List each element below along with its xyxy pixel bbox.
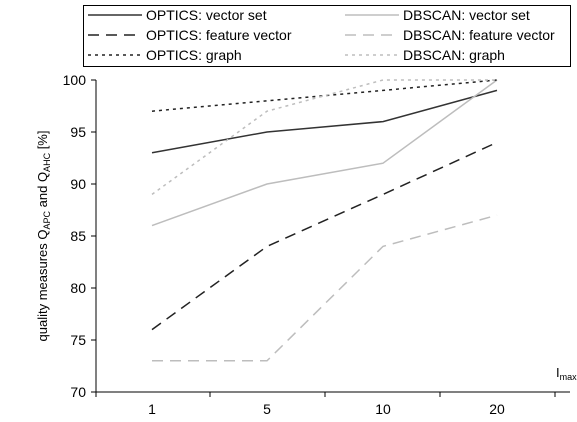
x-axis-label-main: I (556, 365, 560, 380)
x-tick-label: 10 (375, 401, 391, 417)
y-axis-label-part: [%] (35, 131, 50, 153)
series-line-dbscan-vector-set (151, 79, 498, 227)
legend-box (83, 5, 571, 67)
y-tick-label: 90 (70, 176, 86, 192)
legend-entry-label: DBSCAN: vector set (403, 7, 530, 23)
x-axis-label-subscript: max (560, 372, 577, 382)
y-tick-label: 70 (70, 384, 86, 400)
y-tick-label: 95 (70, 124, 86, 140)
series-line-dbscan-feature-vector (152, 214, 498, 362)
y-axis-label-subscript: APC (42, 210, 52, 229)
series-line-optics-graph (151, 79, 498, 112)
series-line-dbscan-graph (151, 79, 497, 196)
series-line-optics-vector-set (151, 89, 498, 154)
y-axis-label-part: quality measures Q (35, 229, 50, 341)
y-tick-label: 85 (70, 228, 86, 244)
y-axis-label-subscript: AHC (42, 152, 52, 172)
legend-entry-label: DBSCAN: graph (403, 47, 505, 63)
y-tick-label: 100 (63, 72, 87, 88)
legend-entry-label: OPTICS: vector set (146, 7, 267, 23)
series-line-optics-feature-vector (151, 141, 498, 331)
y-axis-label: quality measures QAPC and QAHC [%] (35, 131, 52, 342)
x-axis-label: Imax (556, 365, 577, 382)
axes (91, 79, 570, 397)
legend-entry-label: OPTICS: graph (146, 47, 242, 63)
y-tick-label: 75 (70, 332, 86, 348)
legend-entry-label: DBSCAN: feature vector (403, 27, 555, 43)
y-axis-label-part: and Q (35, 172, 50, 211)
legend-entry-label: OPTICS: feature vector (146, 27, 292, 43)
x-tick-label: 1 (148, 401, 156, 417)
x-tick-label: 5 (263, 401, 271, 417)
y-tick-label: 80 (70, 280, 86, 296)
series-layer (151, 79, 498, 362)
legend: OPTICS: vector set DBSCAN: vector set OPTI… (83, 5, 571, 67)
x-tick-label: 20 (489, 401, 505, 417)
